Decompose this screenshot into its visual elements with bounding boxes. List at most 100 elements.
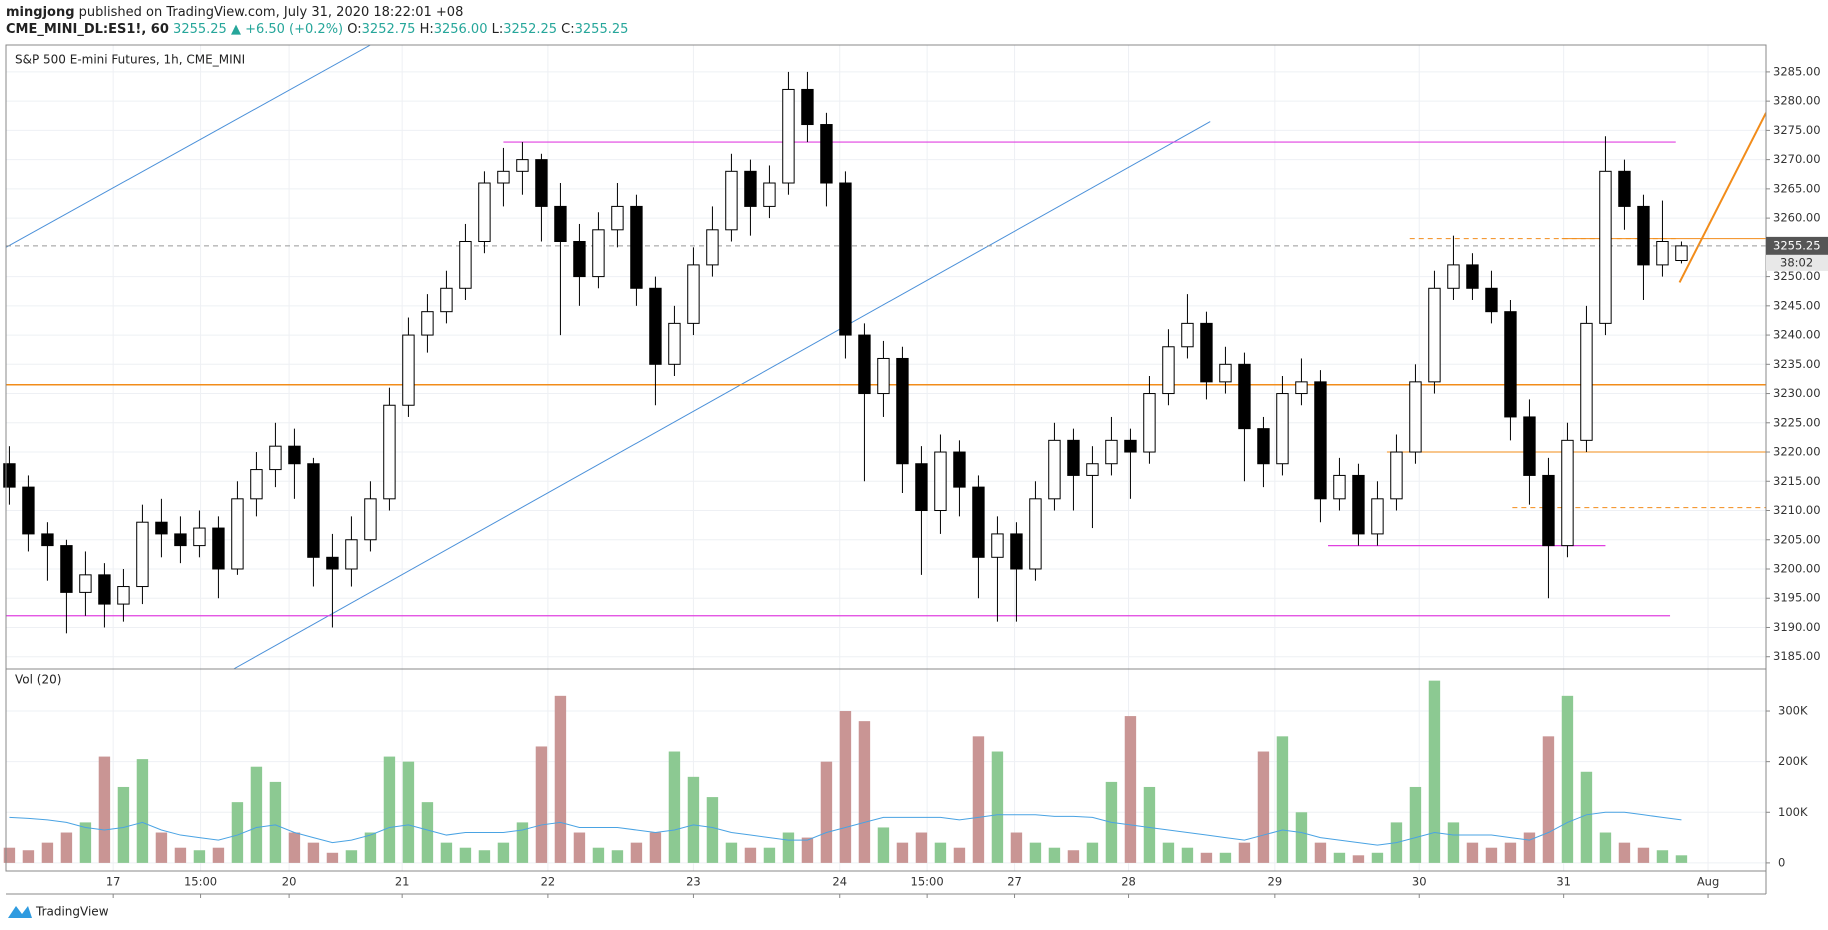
published: published on TradingView.com, July 31, 2… — [79, 5, 464, 20]
y-tick-label: 3280.00 — [1773, 94, 1821, 108]
candles — [3, 71, 1688, 634]
brand[interactable]: TradingView — [8, 905, 109, 919]
axes: 3185.00 3190.00 3195.00 3200.00 3205.00 3210.… — [106, 64, 1828, 898]
candle-body — [1447, 264, 1460, 289]
candle-body — [421, 311, 434, 336]
volume-bar — [1504, 842, 1517, 863]
candle-body — [1200, 322, 1213, 383]
candle-body — [820, 124, 833, 184]
x-tick-label: Aug — [1697, 875, 1719, 889]
drawing-line — [6, 45, 371, 248]
candle-body — [972, 486, 985, 558]
volume-bar — [516, 822, 529, 863]
candle-body — [801, 88, 814, 126]
volume-bar — [3, 847, 16, 863]
volume-bar — [383, 756, 396, 863]
x-tick-label: 20 — [282, 875, 297, 889]
candle-body — [706, 229, 719, 266]
candle-body — [1390, 451, 1403, 500]
volume-bar — [307, 842, 320, 863]
volume-tick-label: 0 — [1778, 855, 1785, 869]
candle-body — [1162, 346, 1175, 395]
volume-bar — [1352, 855, 1365, 863]
author[interactable]: mingjong — [6, 5, 75, 20]
volume-bar — [1124, 716, 1137, 863]
volume-bar — [1447, 822, 1460, 863]
volume-bar — [649, 832, 662, 863]
candle-body — [1409, 381, 1422, 453]
volume-bar — [554, 695, 567, 863]
volume-bar — [687, 776, 700, 863]
y-tick-label: 3285.00 — [1773, 64, 1821, 78]
volume-bar — [611, 850, 624, 863]
candle-body — [1656, 240, 1669, 266]
candle-body — [611, 205, 624, 231]
volume-bar — [934, 842, 947, 863]
brand-name: TradingView — [35, 905, 109, 919]
volume-bar — [250, 766, 263, 863]
volume-bar — [1067, 850, 1080, 863]
candle-body — [345, 539, 358, 570]
candle-body — [1219, 363, 1232, 383]
candle-body — [383, 404, 396, 500]
candle-body — [1352, 474, 1365, 535]
x-tick-label: 15:00 — [184, 875, 217, 889]
chart-title: S&P 500 E-mini Futures, 1h, CME_MINI — [15, 53, 245, 67]
candle-body — [98, 574, 111, 605]
x-tick-label: 28 — [1121, 875, 1136, 889]
y-tick-label: 3230.00 — [1773, 386, 1821, 400]
y-tick-label: 3195.00 — [1773, 591, 1821, 605]
volume-bar — [535, 746, 548, 863]
candle-body — [1504, 311, 1517, 418]
ohlc-value: 3252.25 — [503, 22, 557, 37]
ohlc-label: C: — [561, 22, 574, 37]
candle-body — [440, 287, 453, 313]
candle-body — [193, 527, 206, 547]
candle-body — [1371, 498, 1384, 535]
volume-bar — [1637, 847, 1650, 863]
y-tick-label: 3190.00 — [1773, 620, 1821, 634]
y-tick-label: 3185.00 — [1773, 649, 1821, 663]
volume-bar — [269, 781, 282, 863]
candle-body — [326, 556, 339, 570]
countdown-box — [1766, 254, 1828, 271]
price-label: 3255.25 — [1773, 238, 1821, 252]
volume-bar — [820, 761, 833, 863]
volume-bar — [288, 832, 301, 863]
candle-body — [535, 159, 548, 207]
ohlc-label: L: — [492, 22, 504, 37]
candle-body — [744, 170, 757, 207]
volume-bar — [592, 847, 605, 863]
candle-body — [1561, 439, 1574, 547]
volume-ma-line — [9, 811, 1682, 846]
candle-body — [1029, 498, 1042, 570]
volume-bar — [1656, 850, 1669, 863]
candle-body — [649, 287, 662, 365]
volume-bar — [1257, 751, 1270, 863]
volume-bar — [1200, 852, 1213, 863]
candle-body — [1637, 205, 1650, 266]
candle-body — [1333, 474, 1346, 500]
volume-bar — [1143, 786, 1156, 863]
volume-bar — [573, 832, 586, 863]
candle-body — [1238, 363, 1251, 430]
volume-bar — [1048, 847, 1061, 863]
y-tick-label: 3220.00 — [1773, 445, 1821, 459]
y-tick-label: 3235.00 — [1773, 357, 1821, 371]
candle-body — [1295, 381, 1308, 395]
volume-bar — [630, 842, 643, 863]
y-tick-label: 3275.00 — [1773, 123, 1821, 137]
header-line: mingjong published on TradingView.com, J… — [6, 5, 463, 20]
candle-body — [896, 357, 909, 465]
volume-bar — [858, 721, 871, 863]
y-tick-label: 3265.00 — [1773, 181, 1821, 195]
candle-body — [1105, 439, 1118, 465]
candle-body — [1124, 439, 1137, 453]
ohlc-value: 3256.00 — [434, 22, 488, 37]
ohlc-label: O: — [347, 22, 361, 37]
candle-body — [573, 240, 586, 278]
volume-bar — [1580, 771, 1593, 863]
volume-bar — [364, 832, 377, 863]
